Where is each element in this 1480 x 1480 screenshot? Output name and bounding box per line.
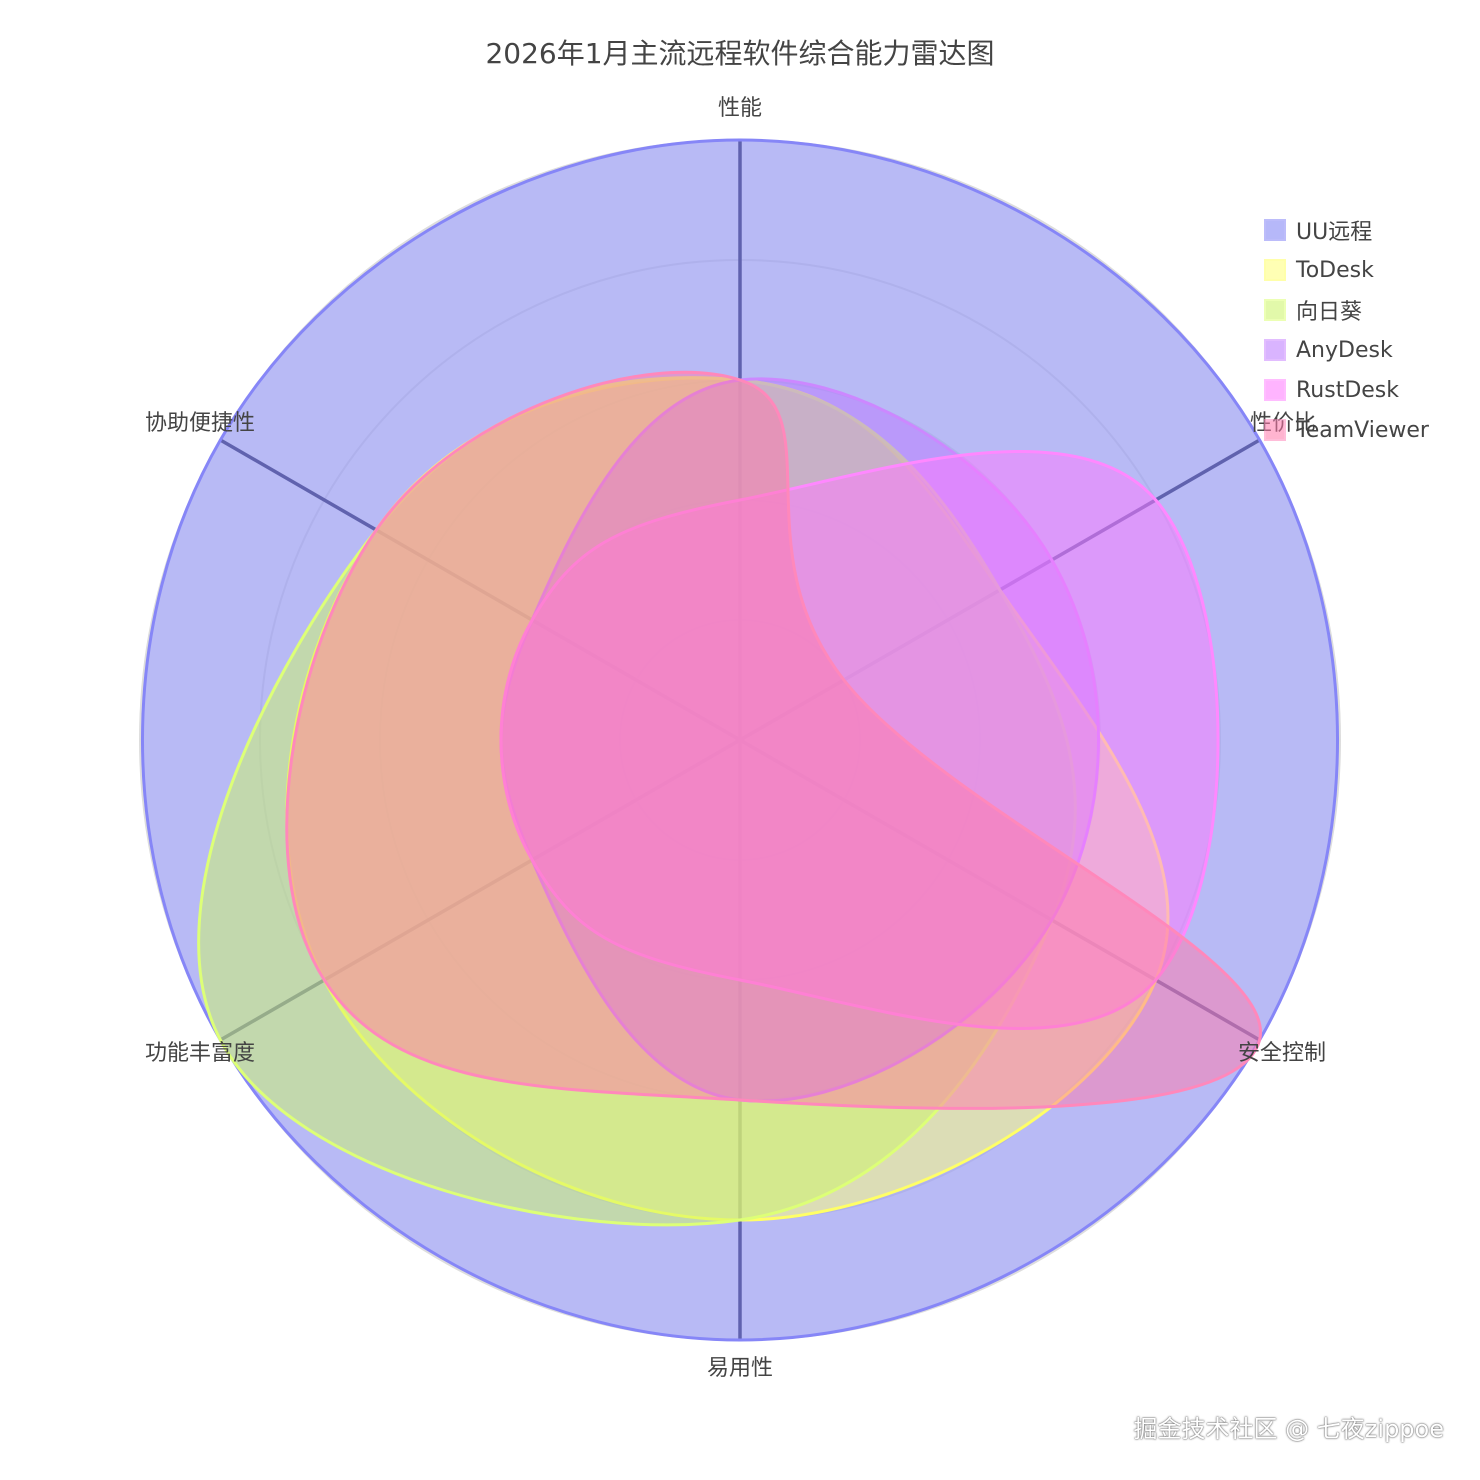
legend-swatch	[1264, 379, 1286, 401]
legend-label: ToDesk	[1296, 257, 1374, 283]
legend-item-sunlogin[interactable]: 向日葵	[1264, 290, 1429, 330]
chart-title: 2026年1月主流远程软件综合能力雷达图	[485, 37, 995, 70]
legend-swatch	[1264, 299, 1286, 321]
series-area-5[interactable]	[285, 370, 1262, 1110]
legend: UU远程 ToDesk 向日葵 AnyDesk RustDesk TeamVie…	[1264, 210, 1429, 450]
axis-label-security: 安全控制	[1238, 1041, 1326, 1066]
axis-label-performance: 性能	[718, 96, 762, 121]
legend-label: TeamViewer	[1296, 417, 1429, 443]
legend-item-anydesk[interactable]: AnyDesk	[1264, 330, 1429, 370]
legend-swatch	[1264, 339, 1286, 361]
legend-swatch	[1264, 419, 1286, 441]
legend-label: AnyDesk	[1296, 337, 1393, 363]
axis-label-features: 功能丰富度	[145, 1041, 255, 1066]
axis-label-usability: 易用性	[707, 1356, 773, 1381]
legend-label: 向日葵	[1296, 300, 1363, 325]
legend-item-todesk[interactable]: ToDesk	[1264, 250, 1429, 290]
legend-swatch	[1264, 219, 1286, 241]
legend-label: UU远程	[1296, 220, 1373, 245]
legend-swatch	[1264, 259, 1286, 281]
legend-item-teamviewer[interactable]: TeamViewer	[1264, 410, 1429, 450]
axis-label-assist: 协助便捷性	[145, 411, 255, 436]
watermark: 掘金技术社区 @ 七夜zippoe	[1133, 1415, 1444, 1443]
legend-item-uu[interactable]: UU远程	[1264, 210, 1429, 250]
legend-label: RustDesk	[1296, 377, 1400, 403]
legend-item-rustdesk[interactable]: RustDesk	[1264, 370, 1429, 410]
series-layer	[140, 138, 1340, 1342]
